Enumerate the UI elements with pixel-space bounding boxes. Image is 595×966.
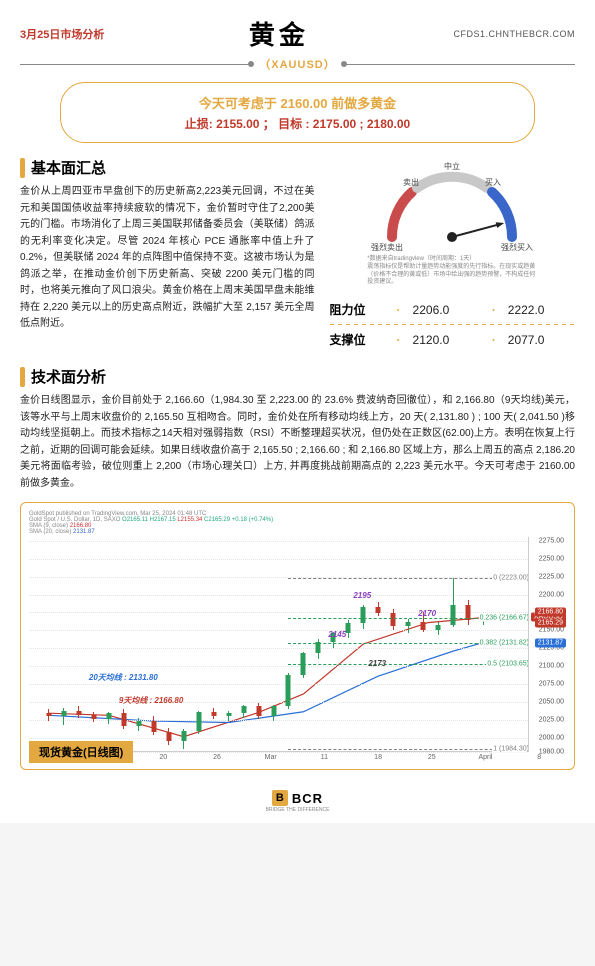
fundamentals-heading: 基本面汇总 [20, 157, 315, 178]
levels-table: 阻力位 · 2206.0 · 2222.0 支撑位 · 2120.0 · 207… [330, 297, 575, 352]
fundamentals-row: 基本面汇总 金价从上周四亚市早盘创下的历史新高2,223美元回调，不过在美元和美… [20, 157, 575, 352]
gauge-note: *数据来自tradingvlew（时间周期：1天） 震荡指标仅是帮助计量趋势动能… [367, 256, 537, 287]
resistance-row: 阻力位 · 2206.0 · 2222.0 [330, 297, 575, 322]
footer-tagline: BRIDGE THE DIFFERENCE [20, 807, 575, 813]
resistance-val-1: 2206.0 [413, 303, 480, 317]
svg-text:卖出: 卖出 [403, 177, 419, 187]
chart-yaxis: 2275.002250.002225.002200.002175.002150.… [528, 537, 566, 752]
title-block: 黄金 [249, 15, 309, 52]
chart-plot: 9天均线 : 2166.8020天均线 : 2131.800 (2223.00)… [29, 537, 528, 752]
fundamentals-left: 基本面汇总 金价从上周四亚市早盘创下的历史新高2,223美元回调，不过在美元和美… [20, 157, 315, 352]
chart-box: GoldSpot published on TradingView.com, M… [20, 502, 575, 770]
chart-meta-sma20: SMA (20, close) 2131.87 [29, 529, 566, 535]
footer-logo: B BCR [272, 790, 323, 806]
support-label: 支撑位 [330, 331, 385, 348]
resistance-label: 阻力位 [330, 301, 385, 318]
resistance-val-2: 2222.0 [508, 303, 575, 317]
footer: B BCR BRIDGE THE DIFFERENCE [20, 782, 575, 813]
support-row: 支撑位 · 2120.0 · 2077.0 [330, 327, 575, 352]
page-header: 3月25日市场分析 黄金 CFDS1.CHNTHEBCR.COM [20, 15, 575, 52]
technical-body: 金价日线图显示，金价目前处于 2,166.60（1,984.30 至 2,223… [20, 393, 575, 492]
support-val-1: 2120.0 [413, 333, 480, 347]
title-main: 黄金 [249, 15, 309, 52]
footer-brand: BCR [292, 791, 323, 806]
sentiment-gauge: 卖出 中立 买入 强烈卖出 强烈买入 [367, 157, 537, 252]
technical-section: 技术面分析 金价日线图显示，金价目前处于 2,166.60（1,984.30 至… [20, 366, 575, 492]
support-val-2: 2077.0 [508, 333, 575, 347]
svg-text:中立: 中立 [444, 161, 460, 171]
svg-text:强烈卖出: 强烈卖出 [371, 242, 403, 252]
chart-meta: GoldSpot published on TradingView.com, M… [29, 511, 566, 535]
fundamentals-right: 卖出 中立 买入 强烈卖出 强烈买入 *数据来自tradingvlew（时间周期… [330, 157, 575, 352]
summary-line2: 止损: 2155.00 ； 目标 : 2175.00 ; 2180.00 [81, 115, 514, 132]
levels-divider [330, 324, 575, 325]
fundamentals-heading-text: 基本面汇总 [31, 157, 106, 178]
heading-bar-icon [20, 367, 25, 387]
symbol-label: （XAUUSD） [251, 56, 343, 72]
trade-summary-box: 今天可考虑于 2160.00 前做多黄金 止损: 2155.00 ； 目标 : … [60, 82, 535, 143]
fundamentals-body: 金价从上周四亚市早盘创下的历史新高2,223美元回调，不过在美元和美国国债收益率… [20, 184, 315, 333]
heading-bar-icon [20, 158, 25, 178]
gauge-note-1: *数据来自tradingvlew（时间周期：1天） [367, 256, 537, 264]
gauge-note-2: 震荡指标仅是帮助计量趋势动能强度的先行指标。在现实或趋黄（价格不合理的黄或低）市… [367, 264, 537, 287]
page: 3月25日市场分析 黄金 CFDS1.CHNTHEBCR.COM （XAUUSD… [0, 0, 595, 823]
footer-logo-icon: B [272, 790, 288, 806]
svg-text:强烈买入: 强烈买入 [501, 243, 533, 252]
technical-heading-text: 技术面分析 [31, 366, 106, 387]
site-label: CFDS1.CHNTHEBCR.COM [453, 29, 575, 39]
chart-title-tag: 现货黄金(日线图) [29, 741, 133, 763]
svg-text:买入: 买入 [485, 178, 501, 187]
summary-line1: 今天可考虑于 2160.00 前做多黄金 [81, 93, 514, 112]
chart-area: 9天均线 : 2166.8020天均线 : 2131.800 (2223.00)… [29, 537, 566, 752]
technical-heading: 技术面分析 [20, 366, 575, 387]
date-label: 3月25日市场分析 [20, 26, 104, 42]
title-rule: （XAUUSD） [20, 56, 575, 72]
